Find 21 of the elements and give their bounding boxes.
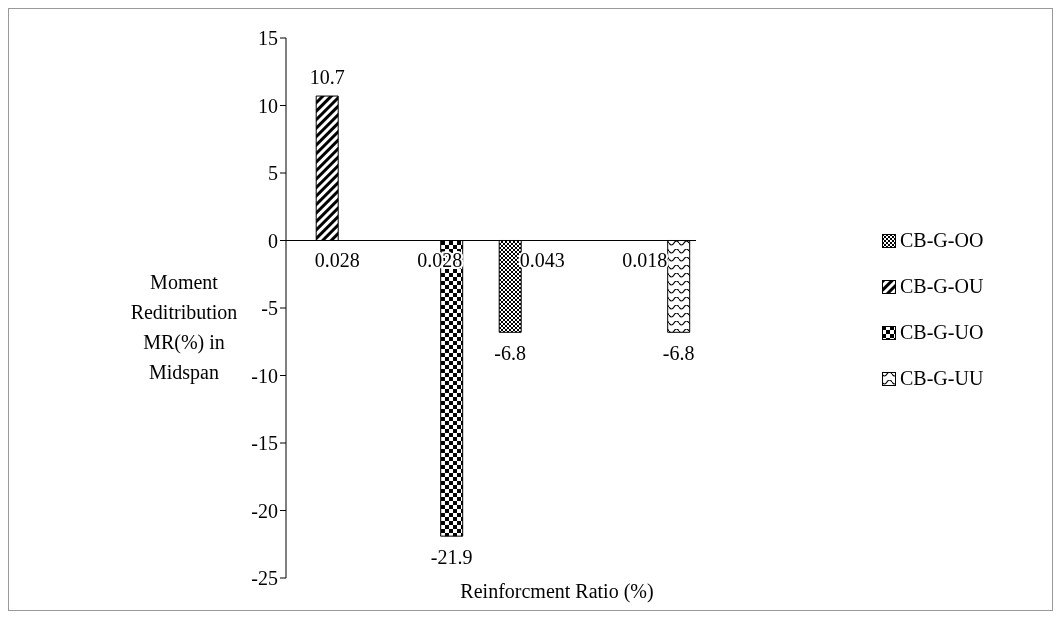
x-tick-label: 0.018 <box>622 249 668 272</box>
x-axis-title: Reinforcment Ratio (%) <box>460 580 654 602</box>
y-tick-label: -25 <box>251 567 278 590</box>
y-tick-label: 10 <box>258 94 278 117</box>
y-tick-label: 5 <box>268 162 278 185</box>
y-tick-label: 15 <box>258 27 278 50</box>
legend-label: CB-G-OO <box>900 229 984 252</box>
y-tick-label: -20 <box>251 499 278 522</box>
data-label: -6.8 <box>494 342 527 365</box>
data-label: -6.8 <box>662 342 695 365</box>
y-axis-title: Moment Reditribution MR(%) in Midspan <box>129 270 239 386</box>
legend-label: CB-G-UO <box>900 321 984 344</box>
y-tick-label: -15 <box>251 432 278 455</box>
x-tick-label: 0.028 <box>314 249 360 272</box>
legend-label: CB-G-OU <box>900 275 984 298</box>
y-tick-label: -10 <box>251 364 278 387</box>
data-label: 10.7 <box>309 66 345 89</box>
legend-label: CB-G-UU <box>900 367 984 390</box>
data-label: -21.9 <box>430 546 473 569</box>
y-tick-label: 0 <box>268 229 278 252</box>
y-tick-label: -5 <box>261 297 278 320</box>
